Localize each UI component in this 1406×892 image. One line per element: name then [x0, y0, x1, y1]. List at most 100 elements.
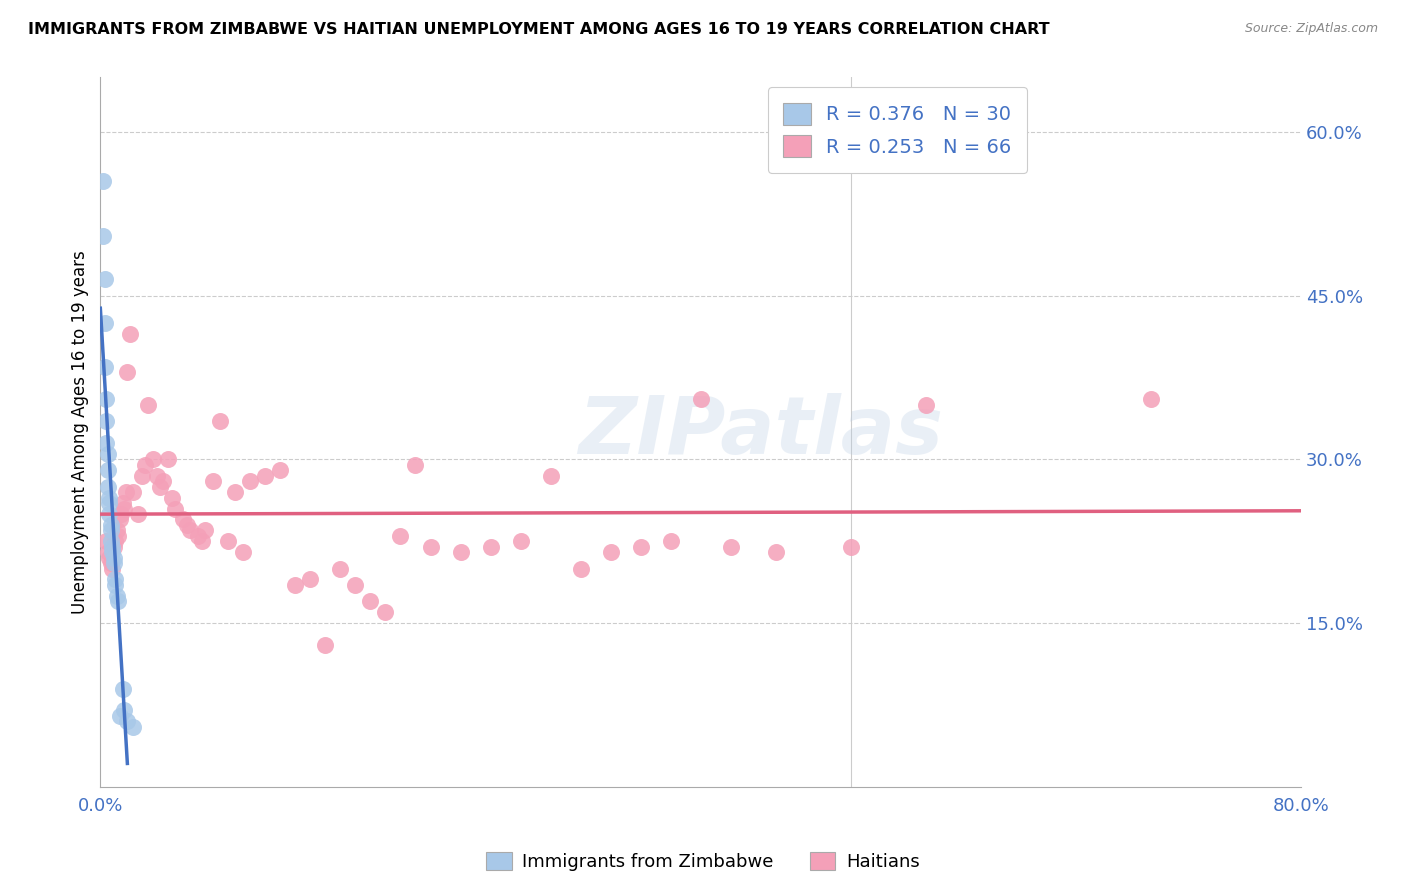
Point: [96, 392, 118, 407]
Point: [100, 556, 122, 570]
Point: [176, 517, 198, 532]
Point: [120, 326, 142, 341]
Point: [201, 475, 224, 489]
Point: [101, 540, 124, 554]
Point: [232, 545, 254, 559]
Point: [659, 534, 682, 549]
Point: [630, 540, 652, 554]
Legend: R = 0.376   N = 30, R = 0.253   N = 66: R = 0.376 N = 30, R = 0.253 N = 66: [768, 87, 1026, 173]
Point: [152, 475, 174, 489]
Point: [97, 447, 120, 461]
Point: [101, 545, 124, 559]
Point: [122, 720, 145, 734]
Point: [217, 534, 239, 549]
Point: [269, 463, 291, 477]
Point: [239, 475, 262, 489]
Point: [509, 534, 531, 549]
Point: [374, 605, 396, 619]
Point: [115, 485, 138, 500]
Legend: Immigrants from Zimbabwe, Haitians: Immigrants from Zimbabwe, Haitians: [479, 845, 927, 879]
Point: [299, 573, 322, 587]
Point: [142, 452, 165, 467]
Point: [108, 512, 131, 526]
Point: [93, 228, 115, 243]
Point: [100, 534, 122, 549]
Point: [224, 485, 246, 500]
Point: [194, 524, 217, 538]
Point: [103, 540, 125, 554]
Point: [100, 524, 122, 538]
Point: [93, 174, 115, 188]
Point: [127, 507, 149, 521]
Point: [172, 512, 194, 526]
Point: [104, 578, 127, 592]
Point: [146, 468, 169, 483]
Point: [107, 594, 129, 608]
Point: [405, 458, 427, 472]
Point: [179, 524, 201, 538]
Point: [111, 681, 134, 696]
Text: Source: ZipAtlas.com: Source: ZipAtlas.com: [1244, 22, 1378, 36]
Point: [98, 496, 121, 510]
Point: [187, 529, 209, 543]
Point: [111, 496, 134, 510]
Point: [162, 491, 184, 505]
Point: [101, 561, 124, 575]
Point: [100, 517, 122, 532]
Point: [96, 534, 118, 549]
Point: [104, 573, 127, 587]
Point: [103, 556, 125, 570]
Point: [314, 638, 336, 652]
Point: [450, 545, 472, 559]
Point: [122, 485, 145, 500]
Point: [1140, 392, 1163, 407]
Point: [98, 550, 121, 565]
Point: [149, 480, 172, 494]
Point: [765, 545, 787, 559]
Point: [94, 316, 117, 330]
Point: [98, 507, 121, 521]
Point: [96, 436, 118, 450]
Point: [165, 501, 187, 516]
Text: ZIPatlas: ZIPatlas: [578, 393, 943, 471]
Point: [389, 529, 412, 543]
Point: [284, 578, 307, 592]
Point: [105, 589, 128, 603]
Point: [540, 468, 562, 483]
Point: [107, 529, 129, 543]
Point: [191, 534, 214, 549]
Point: [117, 365, 139, 379]
Point: [117, 714, 139, 729]
Point: [97, 545, 120, 559]
Point: [134, 458, 156, 472]
Text: IMMIGRANTS FROM ZIMBABWE VS HAITIAN UNEMPLOYMENT AMONG AGES 16 TO 19 YEARS CORRE: IMMIGRANTS FROM ZIMBABWE VS HAITIAN UNEM…: [28, 22, 1050, 37]
Y-axis label: Unemployment Among Ages 16 to 19 years: Unemployment Among Ages 16 to 19 years: [72, 251, 89, 614]
Point: [97, 480, 120, 494]
Point: [329, 561, 352, 575]
Point: [112, 501, 135, 516]
Point: [94, 359, 117, 374]
Point: [131, 468, 153, 483]
Point: [359, 594, 381, 608]
Point: [110, 507, 132, 521]
Point: [720, 540, 742, 554]
Point: [156, 452, 179, 467]
Point: [98, 491, 121, 505]
Point: [94, 272, 117, 286]
Point: [97, 463, 120, 477]
Point: [599, 545, 621, 559]
Point: [914, 398, 936, 412]
Point: [96, 414, 118, 428]
Point: [479, 540, 502, 554]
Point: [839, 540, 862, 554]
Point: [209, 414, 232, 428]
Point: [103, 550, 125, 565]
Point: [108, 709, 131, 723]
Point: [105, 524, 128, 538]
Point: [344, 578, 367, 592]
Point: [112, 703, 135, 717]
Point: [419, 540, 441, 554]
Point: [569, 561, 592, 575]
Point: [138, 398, 160, 412]
Point: [689, 392, 711, 407]
